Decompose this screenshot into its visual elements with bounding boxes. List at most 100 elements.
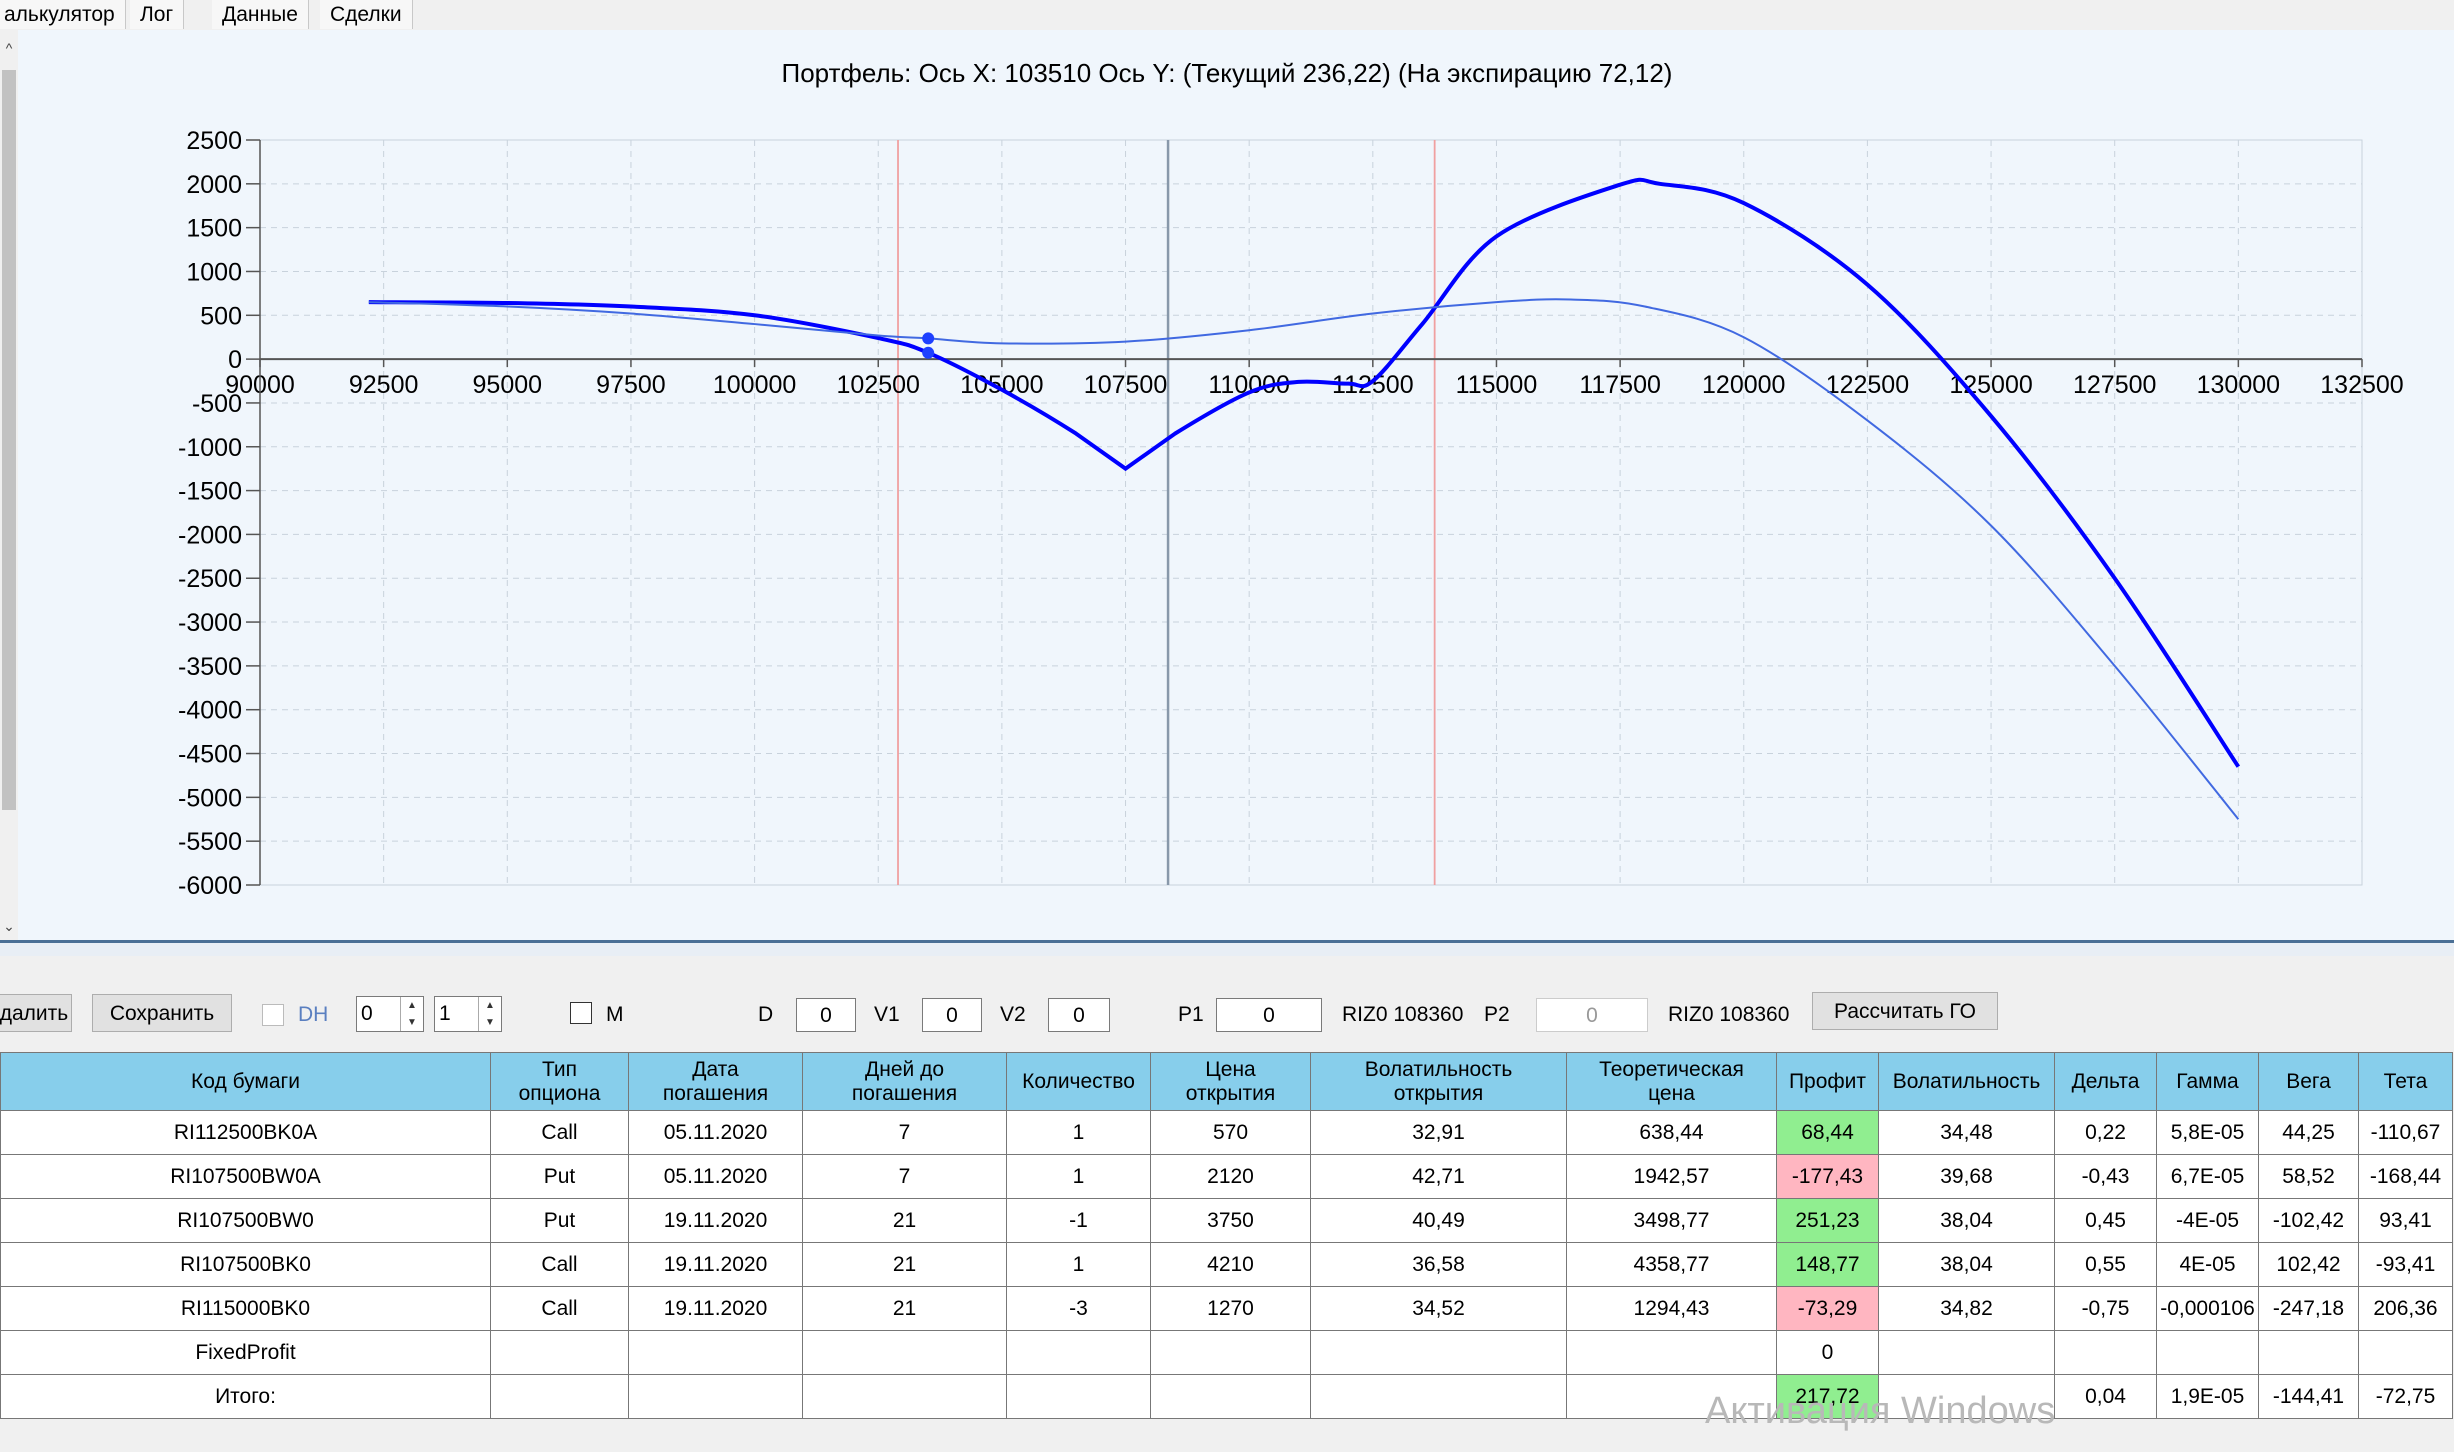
dh-spinner-2[interactable]: 1 ▲ ▼ <box>434 996 502 1032</box>
table-cell[interactable]: 1942,57 <box>1566 1154 1777 1199</box>
table-cell[interactable]: 38,04 <box>1878 1242 2055 1287</box>
table-row[interactable]: RI107500BK0 Call 19.11.2020 21 1 4210 36,58 435… <box>0 1242 2453 1287</box>
table-cell[interactable] <box>1006 1374 1151 1419</box>
table-cell[interactable]: 6,7E-05 <box>2156 1154 2259 1199</box>
table-cell[interactable]: 05.11.2020 <box>628 1110 803 1155</box>
column-header[interactable]: Тета <box>2358 1052 2453 1111</box>
table-cell[interactable]: 1294,43 <box>1566 1286 1777 1331</box>
table-cell[interactable]: -247,18 <box>2258 1286 2359 1331</box>
table-cell[interactable]: -102,42 <box>2258 1198 2359 1243</box>
table-cell[interactable]: 7 <box>802 1154 1007 1199</box>
table-cell[interactable] <box>2054 1330 2157 1375</box>
table-cell[interactable]: 0,55 <box>2054 1242 2157 1287</box>
dh-checkbox[interactable] <box>262 1004 284 1026</box>
table-cell[interactable]: 58,52 <box>2258 1154 2359 1199</box>
table-cell[interactable] <box>1566 1330 1777 1375</box>
table-cell[interactable] <box>1310 1374 1567 1419</box>
table-cell[interactable]: 36,58 <box>1310 1242 1567 1287</box>
table-cell[interactable]: 3750 <box>1150 1198 1311 1243</box>
table-cell[interactable]: 3498,77 <box>1566 1198 1777 1243</box>
table-cell[interactable] <box>628 1330 803 1375</box>
table-cell[interactable] <box>490 1330 629 1375</box>
calculate-go-button[interactable]: Рассчитать ГО <box>1812 992 1998 1030</box>
scroll-up-icon[interactable]: ^ <box>5 40 13 56</box>
tab-calculator[interactable]: алькулятор <box>0 0 126 29</box>
table-cell[interactable]: 1 <box>1006 1110 1151 1155</box>
table-cell[interactable]: 68,44 <box>1776 1110 1879 1155</box>
spin-up-icon[interactable]: ▲ <box>485 1000 495 1011</box>
column-header[interactable]: Дельта <box>2054 1052 2157 1111</box>
table-cell[interactable]: 19.11.2020 <box>628 1242 803 1287</box>
column-header[interactable]: Код бумаги <box>0 1052 491 1111</box>
table-cell[interactable]: -1 <box>1006 1198 1151 1243</box>
table-cell[interactable]: -3 <box>1006 1286 1151 1331</box>
p1-input[interactable]: 0 <box>1216 998 1322 1032</box>
table-cell[interactable]: 38,04 <box>1878 1198 2055 1243</box>
table-cell[interactable]: 251,23 <box>1776 1198 1879 1243</box>
tab-deals[interactable]: Сделки <box>320 0 413 29</box>
column-header[interactable]: Цена открытия <box>1150 1052 1311 1111</box>
table-cell[interactable]: -144,41 <box>2258 1374 2359 1419</box>
table-cell[interactable]: -72,75 <box>2358 1374 2453 1419</box>
table-cell[interactable] <box>1006 1330 1151 1375</box>
table-cell[interactable]: 0,22 <box>2054 1110 2157 1155</box>
table-cell[interactable] <box>1566 1374 1777 1419</box>
table-cell[interactable]: 34,48 <box>1878 1110 2055 1155</box>
spin-down-icon[interactable]: ▼ <box>485 1017 495 1028</box>
panel-splitter[interactable] <box>0 940 2454 959</box>
table-cell[interactable]: 40,49 <box>1310 1198 1567 1243</box>
table-cell[interactable]: 93,41 <box>2358 1198 2453 1243</box>
table-cell[interactable]: 44,25 <box>2258 1110 2359 1155</box>
table-cell[interactable]: 19.11.2020 <box>628 1286 803 1331</box>
table-cell[interactable]: 1 <box>1006 1242 1151 1287</box>
v1-input[interactable]: 0 <box>922 998 982 1032</box>
table-cell[interactable]: -93,41 <box>2358 1242 2453 1287</box>
table-cell[interactable]: RI115000BK0 <box>0 1286 491 1331</box>
table-row[interactable]: FixedProfit 0 <box>0 1330 2453 1375</box>
table-cell[interactable]: -177,43 <box>1776 1154 1879 1199</box>
table-cell[interactable]: Put <box>490 1154 629 1199</box>
table-cell[interactable]: 34,82 <box>1878 1286 2055 1331</box>
table-cell[interactable] <box>802 1374 1007 1419</box>
table-cell[interactable]: Call <box>490 1110 629 1155</box>
table-cell[interactable]: 39,68 <box>1878 1154 2055 1199</box>
column-header[interactable]: Волатильность открытия <box>1310 1052 1567 1111</box>
table-cell[interactable]: -0,75 <box>2054 1286 2157 1331</box>
table-cell[interactable]: RI107500BW0 <box>0 1198 491 1243</box>
table-cell[interactable]: 4358,77 <box>1566 1242 1777 1287</box>
table-cell[interactable] <box>628 1374 803 1419</box>
column-header[interactable]: Дней до погашения <box>802 1052 1007 1111</box>
table-cell[interactable]: 4E-05 <box>2156 1242 2259 1287</box>
table-cell[interactable]: 5,8E-05 <box>2156 1110 2259 1155</box>
save-button[interactable]: Сохранить <box>92 994 232 1032</box>
table-cell[interactable] <box>1878 1330 2055 1375</box>
table-cell[interactable]: 638,44 <box>1566 1110 1777 1155</box>
delete-button[interactable]: далить <box>0 994 72 1032</box>
table-cell[interactable]: 102,42 <box>2258 1242 2359 1287</box>
table-cell[interactable]: Call <box>490 1286 629 1331</box>
table-cell[interactable]: 05.11.2020 <box>628 1154 803 1199</box>
p2-input[interactable]: 0 <box>1536 998 1648 1032</box>
tab-data[interactable]: Данные <box>212 0 309 29</box>
table-cell[interactable] <box>1878 1374 2055 1419</box>
table-cell[interactable]: 0,04 <box>2054 1374 2157 1419</box>
table-cell[interactable]: 206,36 <box>2358 1286 2453 1331</box>
table-cell[interactable]: 1,9E-05 <box>2156 1374 2259 1419</box>
table-cell[interactable] <box>1310 1330 1567 1375</box>
table-row[interactable]: RI112500BK0A Call 05.11.2020 7 1 570 32,91 638,… <box>0 1110 2453 1155</box>
d-input[interactable]: 0 <box>796 998 856 1032</box>
table-row[interactable]: Итого: 217,72 0,04 1,9E-05 -144,41 -72,75 <box>0 1374 2453 1419</box>
table-cell[interactable]: 1 <box>1006 1154 1151 1199</box>
table-row[interactable]: RI107500BW0 Put 19.11.2020 21 -1 3750 40,49 349… <box>0 1198 2453 1243</box>
table-cell[interactable] <box>1150 1330 1311 1375</box>
table-cell[interactable]: RI107500BW0A <box>0 1154 491 1199</box>
table-cell[interactable]: 21 <box>802 1242 1007 1287</box>
table-cell[interactable]: 34,52 <box>1310 1286 1567 1331</box>
table-cell[interactable]: 217,72 <box>1776 1374 1879 1419</box>
scrollbar-thumb[interactable] <box>2 70 16 810</box>
table-cell[interactable]: 2120 <box>1150 1154 1311 1199</box>
table-cell[interactable]: -168,44 <box>2358 1154 2453 1199</box>
table-cell[interactable]: 32,91 <box>1310 1110 1567 1155</box>
dh-spinner-1[interactable]: 0 ▲ ▼ <box>356 996 424 1032</box>
table-cell[interactable] <box>2156 1330 2259 1375</box>
